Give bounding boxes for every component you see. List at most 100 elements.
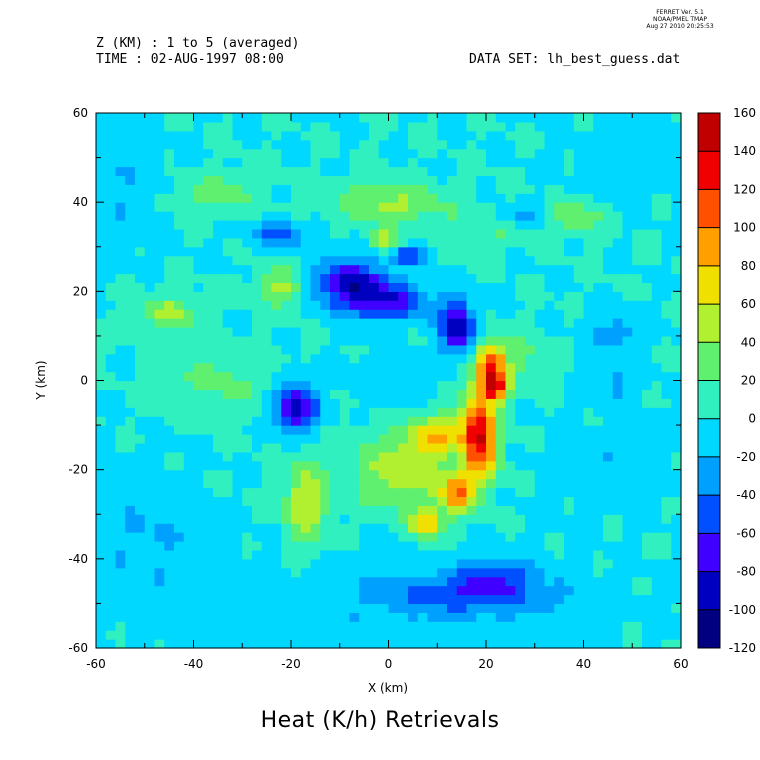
heatmap-cell [232,603,243,613]
heatmap-cell [300,335,312,346]
heatmap-cell [456,130,468,141]
heatmap-cell [105,228,117,239]
heatmap-cell [144,389,156,399]
heatmap-cell [281,327,292,337]
heatmap-cell [232,121,243,132]
heatmap-cell [632,139,643,150]
heatmap-cell [193,478,204,489]
heatmap-cell [534,202,546,212]
heatmap-cell [456,228,468,239]
heatmap-cell [544,184,555,194]
heatmap-cell [359,371,370,382]
heatmap-cell [505,291,516,301]
heatmap-cell [437,585,448,596]
heatmap-cell [369,228,380,239]
heatmap-cell [476,264,487,275]
heatmap-cell [388,228,399,239]
heatmap-cell [271,407,282,417]
heatmap-cell [651,327,663,337]
heatmap-cell [515,371,526,382]
heatmap-cell [183,237,195,248]
y-tick-label: 20 [73,284,88,298]
heatmap-cell [534,425,546,435]
heatmap-cell [622,398,633,408]
heatmap-cell [398,300,409,310]
heatmap-cell [349,273,360,284]
heatmap-cell [525,184,536,194]
heatmap-cell [603,121,614,132]
heatmap-cell [661,273,672,284]
heatmap-cell [534,291,546,301]
heatmap-cell [447,113,458,123]
heatmap-cell [320,398,331,408]
heatmap-cell [339,362,351,373]
heatmap-cell [573,594,585,605]
heatmap-cell [437,371,448,382]
heatmap-cell [544,300,555,310]
heatmap-cell [573,469,585,480]
heatmap-cell [495,398,507,408]
heatmap-cell [252,576,263,587]
heatmap-cell [330,487,341,498]
heatmap-cell [388,398,399,408]
heatmap-cell [388,220,399,230]
heatmap-cell [564,434,575,444]
heatmap-cell [398,371,409,382]
heatmap-cell [164,264,175,275]
heatmap-cell [203,237,214,248]
heatmap-cell [544,407,555,417]
heatmap-cell [144,246,156,257]
heatmap-cell [417,113,429,123]
heatmap-cell [164,166,175,177]
heatmap-cell [427,505,438,515]
heatmap-cell [339,496,351,506]
heatmap-cell [437,327,448,337]
heatmap-cell [554,425,565,435]
heatmap-cell [486,121,497,132]
heatmap-cell [144,318,156,328]
heatmap-cell [193,202,204,212]
heatmap-cell [466,362,477,373]
heatmap-cell [222,639,234,649]
heatmap-cell [378,220,390,230]
heatmap-cell [661,612,672,622]
heatmap-cell [320,264,331,275]
heatmap-cell [398,362,409,373]
heatmap-cell [115,246,126,257]
heatmap-cell [242,398,253,408]
heatmap-cell [603,380,614,391]
heatmap-cell [252,113,263,123]
heatmap-cell [466,567,477,578]
heatmap-cell [622,130,633,141]
heatmap-cell [105,264,117,275]
heatmap-cell [515,389,526,399]
heatmap-cell [330,113,341,123]
heatmap-cell [671,514,682,524]
heatmap-cell [291,389,302,399]
heatmap-cell [593,113,604,123]
heatmap-cell [193,309,204,319]
heatmap-cell [193,166,204,177]
heatmap-cell [408,451,419,462]
heatmap-cell [291,130,302,141]
heatmap-cell [242,639,253,649]
heatmap-cell [466,327,477,337]
heatmap-cell [564,362,575,373]
heatmap-cell [525,335,536,346]
heatmap-cell [203,621,214,631]
heatmap-cell [252,460,263,471]
heatmap-cell [398,442,409,453]
heatmap-cell [154,148,165,159]
heatmap-cell [359,246,370,257]
heatmap-cell [369,558,380,569]
heatmap-cell [183,594,195,605]
heatmap-cell [564,309,575,319]
heatmap-cell [105,514,117,524]
heatmap-cell [427,148,438,159]
heatmap-cell [154,175,165,185]
heatmap-cell [105,202,117,212]
heatmap-cell [427,211,438,221]
heatmap-cell [593,148,604,159]
heatmap-cell [291,157,302,168]
heatmap-cell [661,282,672,292]
